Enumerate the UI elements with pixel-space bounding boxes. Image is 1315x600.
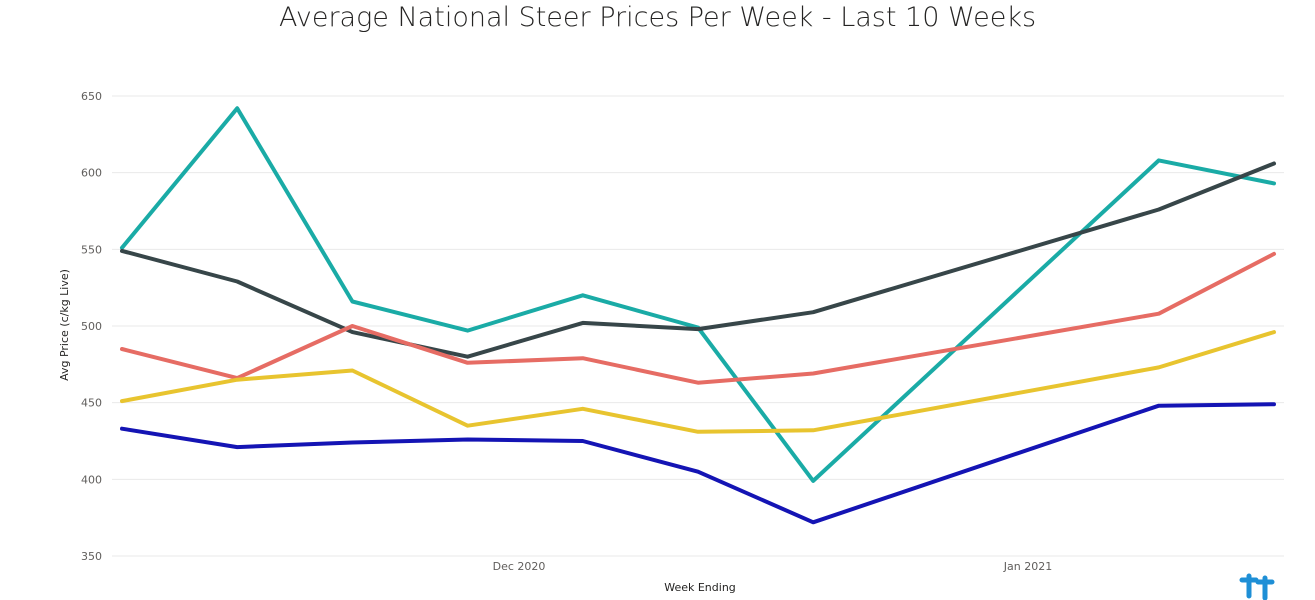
y-tick-label: 650 [81,90,102,103]
gridlines [112,95,1284,557]
series-layer [120,106,1276,525]
y-tick-label: 350 [81,550,102,563]
x-axis-ticks: Dec 2020 Jan 2021 [493,560,1053,573]
y-tick-label: 600 [81,167,102,180]
x-axis-title: Week Ending [664,581,736,594]
x-tick-label: Dec 2020 [493,560,546,573]
y-tick-label: 450 [81,397,102,410]
y-axis-ticks: 350 400 450 500 550 600 650 [81,90,102,563]
series-line-5 [120,402,1276,525]
chart-title: Average National Steer Prices Per Week -… [278,2,1037,33]
x-tick-label: Jan 2021 [1003,560,1052,573]
brand-logo-icon [1239,573,1275,600]
series-line-1 [120,106,1276,483]
series-line-4 [120,330,1276,434]
y-tick-label: 400 [81,473,102,486]
y-axis-title: Avg Price (c/kg Live) [58,269,71,381]
series-line-3 [120,251,1276,385]
y-tick-label: 500 [81,320,102,333]
y-tick-label: 550 [81,243,102,256]
series-line-2 [120,161,1276,359]
